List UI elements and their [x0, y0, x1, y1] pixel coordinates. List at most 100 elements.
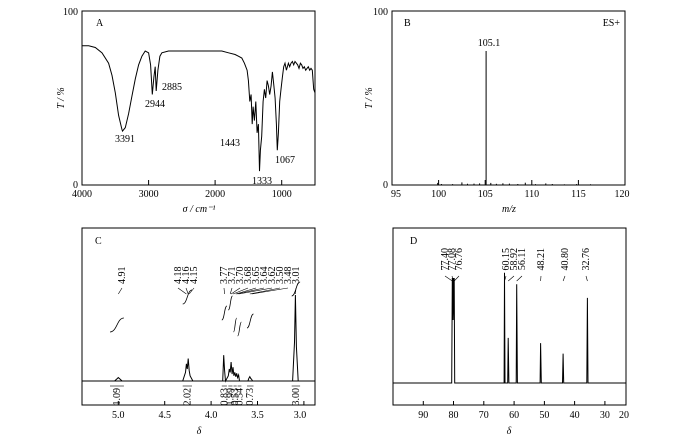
h-nmr-peak-leader: [223, 287, 225, 295]
panel-b-frame: [391, 10, 626, 186]
h-nmr-integral-value: 0.53: [230, 388, 241, 406]
panel-d-series-line: [393, 272, 626, 384]
h-nmr-peak-leader: [238, 287, 273, 295]
panel-c-peak-labels: 4.91 4.184.164.15 3.773.713.703.683.653.64…: [117, 267, 302, 295]
panel-c-frame: [81, 227, 316, 406]
c-nmr-peak-label: 60.15: [501, 248, 512, 271]
panel-b-xtick-label: 110: [524, 189, 539, 200]
h-nmr-integral-value: 0.83: [219, 388, 230, 406]
h-nmr-peak-label: 3.71: [227, 267, 238, 285]
h-nmr-peak-label: 3.62: [267, 267, 278, 285]
panel-b-xtick-label: 120: [615, 189, 630, 200]
c-nmr-peak-label: 58.92: [509, 248, 520, 271]
h-nmr-peak-label: 3.70: [235, 267, 246, 285]
panel-b-sticks: [437, 51, 616, 185]
panel-a-ytick-label: 0: [73, 180, 78, 191]
h-nmr-peak-label: 3.01: [291, 267, 302, 285]
panel-d-frame: [392, 227, 627, 406]
panel-b-ytick-label: 0: [383, 180, 388, 191]
h-nmr-integral-curve: [291, 281, 301, 297]
panel-c-xtick-label: 3.5: [251, 410, 264, 421]
c-nmr-peak-label: 56.11: [517, 248, 528, 270]
panel-a: A 4000 3000 2000 1000 0 100 σ / cm⁻¹ T /…: [56, 7, 316, 215]
panel-d-xlabel: δ: [507, 426, 512, 437]
c-nmr-peak-leader: [516, 275, 523, 282]
h-nmr-peak-leader: [230, 287, 241, 295]
c-nmr-peak-leader: [451, 275, 454, 282]
h-nmr-peak-leader: [229, 287, 233, 295]
panel-b-xlabel: m/z: [502, 204, 516, 215]
panel-a-label: A: [96, 18, 104, 29]
panel-c-ticks: [117, 401, 305, 405]
h-nmr-peak-label: 4.15: [189, 267, 200, 285]
panel-a-xtick-label: 1000: [272, 189, 292, 200]
panel-a-peak-annotation: 1067: [275, 155, 295, 166]
c-nmr-peak-leader: [453, 275, 460, 282]
panel-c-label: C: [95, 236, 102, 247]
panel-a-xtick-label: 4000: [72, 189, 92, 200]
c-nmr-peak-leader: [508, 275, 515, 282]
panel-a-peak-annotation: 1443: [220, 138, 240, 149]
panel-b-label: B: [404, 18, 411, 29]
c-nmr-peak-label: 77.08: [447, 248, 458, 271]
h-nmr-integral-curve: [221, 305, 228, 321]
h-nmr-integral-value: 1.99: [225, 388, 236, 406]
panel-d-xtick-label: 60: [509, 410, 519, 421]
panel-a-peak-annotation: 2885: [162, 82, 182, 93]
h-nmr-peak-label: 4.91: [117, 267, 128, 285]
panel-c-xtick-label: 4.5: [158, 410, 171, 421]
panel-a-xtick-label: 2000: [205, 189, 225, 200]
panel-c-xtick-label: 3.0: [294, 410, 307, 421]
h-nmr-peak-leader: [188, 287, 195, 295]
panel-b-xtick-label: 115: [571, 189, 586, 200]
c-nmr-peak-leader: [504, 275, 507, 282]
panel-a-ticks: [81, 180, 283, 185]
panel-a-frame: [81, 10, 316, 186]
panel-b-xtick-label: 105: [478, 189, 493, 200]
panel-a-ytick-label: 100: [63, 7, 78, 18]
c-nmr-peak-label: 40.80: [560, 248, 571, 271]
panel-a-peak-annotation: 3391: [115, 134, 135, 145]
panel-c-xlabel: δ: [197, 426, 202, 437]
panel-a-peak-annotation: 2944: [145, 99, 165, 110]
panel-d-xtick-label: 90: [418, 410, 428, 421]
c-nmr-peak-leader: [585, 275, 588, 282]
h-nmr-integral-curve: [246, 313, 254, 329]
h-nmr-peak-leader: [235, 287, 257, 295]
c-nmr-peak-label: 48.21: [536, 248, 547, 271]
c-nmr-peak-label: 32.76: [581, 248, 592, 271]
h-nmr-peak-leader: [177, 287, 187, 295]
panel-a-xtick-label: 3000: [139, 189, 159, 200]
panel-a-ylabel: T / %: [56, 87, 67, 109]
c-nmr-peak-label: 76.76: [454, 248, 465, 271]
panel-c-series-line: [82, 294, 315, 383]
h-nmr-peak-label: 3.64: [259, 267, 270, 285]
c-nmr-peak-label: 77.40: [440, 248, 451, 271]
panel-d-xtick-label: 20: [619, 410, 629, 421]
panel-c-integrals: 1.09 2.02 0.831.990.530.54 0.73 3.00: [109, 281, 302, 406]
panel-b-mode-label: ES+: [603, 18, 621, 29]
h-nmr-peak-leader: [232, 287, 249, 295]
panel-d: D 90 80 70 60 50 40 30 20 δ 77.4077.0876…: [392, 227, 629, 437]
panel-a-xlabel: σ / cm⁻¹: [183, 204, 216, 215]
panel-b-peak-annotation: 105.1: [478, 38, 501, 49]
h-nmr-integral-curve: [109, 317, 124, 333]
panel-d-label: D: [410, 236, 417, 247]
panel-b-ytick-label: 100: [373, 7, 388, 18]
panel-b-xtick-label: 100: [431, 189, 446, 200]
h-nmr-integral-curve: [227, 295, 233, 311]
h-nmr-peak-label: 3.65: [251, 267, 262, 285]
h-nmr-peak-leader: [118, 287, 123, 295]
panel-d-xtick-label: 40: [570, 410, 580, 421]
panel-a-peak-annotation: 1333: [252, 176, 272, 187]
h-nmr-integral-value: 3.00: [291, 388, 302, 406]
panel-b: B ES+ 95 100 105 110 115 120 0 100 m/z T…: [364, 7, 630, 215]
h-nmr-integral-value: 2.02: [182, 388, 193, 406]
panel-b-xtick-label: 95: [391, 189, 401, 200]
h-nmr-peak-label: 4.16: [181, 267, 192, 285]
panel-d-ticks: [422, 401, 627, 405]
c-nmr-peak-leader: [562, 275, 566, 282]
panel-b-ylabel: T / %: [364, 87, 375, 109]
